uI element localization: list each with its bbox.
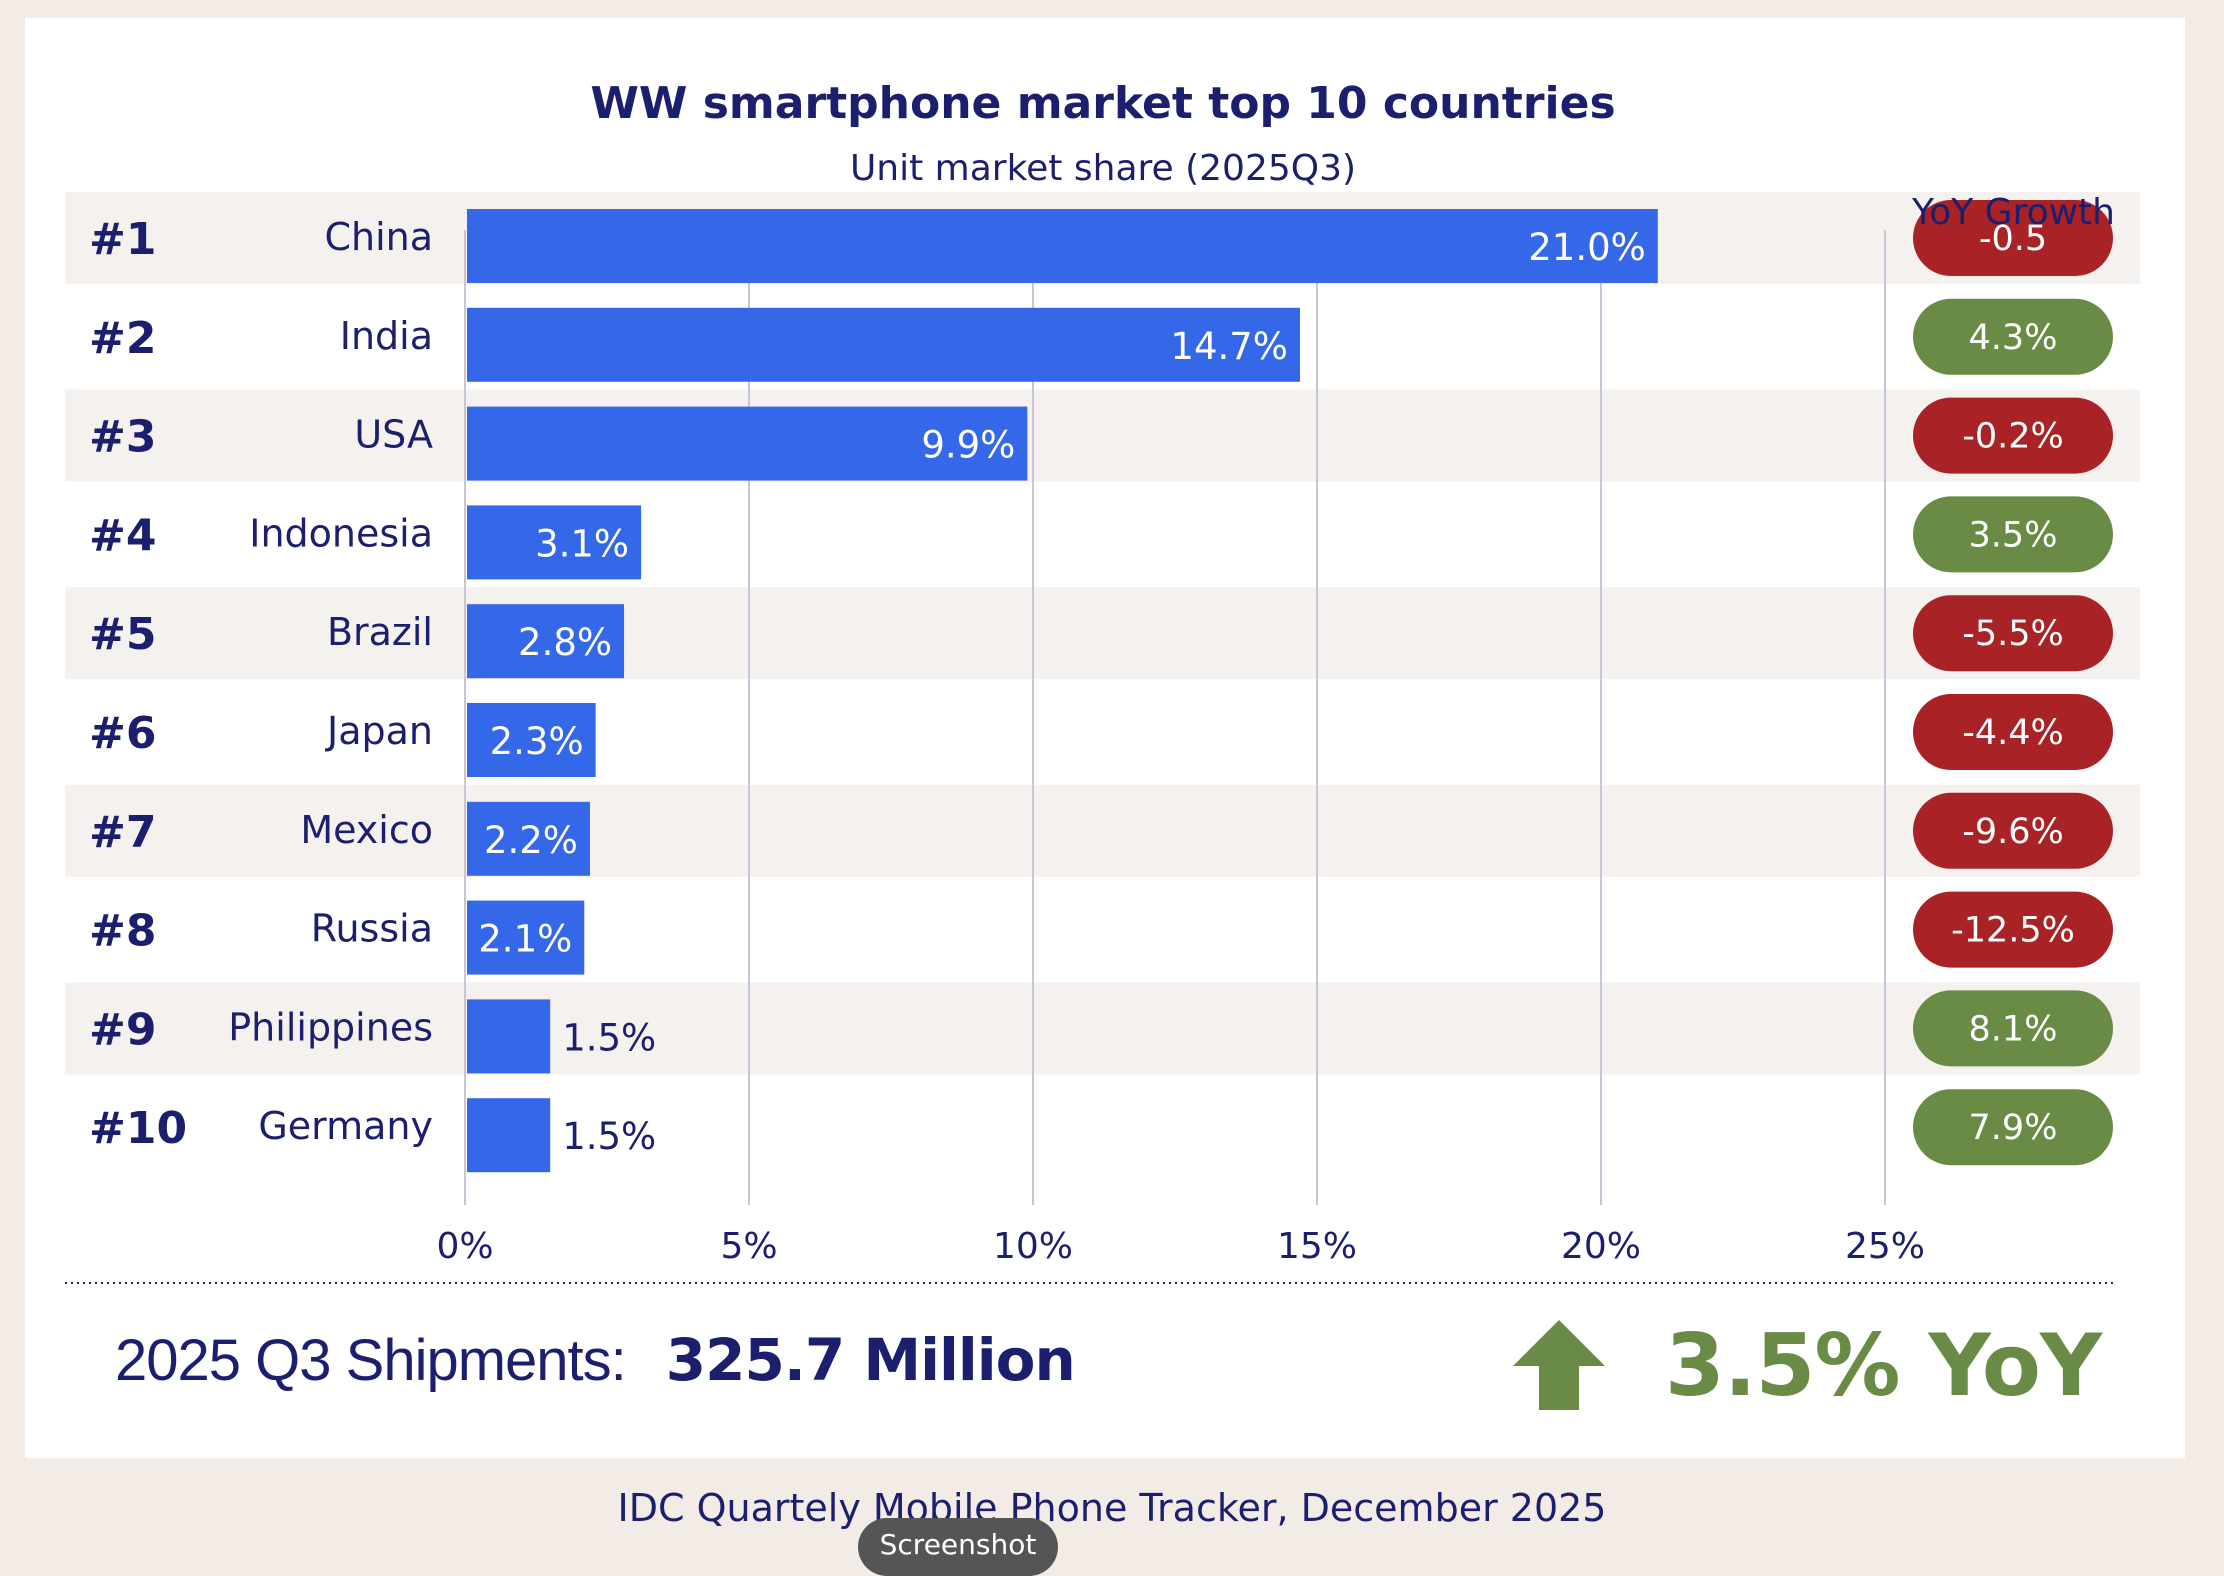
bar: [467, 1098, 551, 1173]
row-stripe: [65, 389, 2140, 482]
bar: [467, 703, 596, 777]
x-tick-label: 15%: [1277, 1226, 1357, 1267]
country-label: China: [324, 215, 433, 259]
bar: [467, 307, 1300, 382]
bar: [467, 505, 642, 580]
yoy-badge-label: -0.5: [1979, 219, 2047, 259]
bar-value-label: 3.1%: [535, 522, 629, 565]
yoy-badge: [1913, 792, 2113, 869]
country-label: Japan: [325, 709, 433, 753]
yoy-badge: [1913, 891, 2113, 968]
yoy-growth-header: YoY Growth: [1911, 192, 2115, 233]
shipments-summary: 2025 Q3 Shipments: 325.7 Million: [115, 1326, 1076, 1394]
bar: [467, 604, 625, 679]
yoy-badge-label: -9.6%: [1962, 812, 2064, 852]
bar-value-label: 9.9%: [921, 424, 1015, 467]
rank-label: #7: [89, 807, 156, 858]
rank-label: #9: [89, 1004, 156, 1055]
bar: [467, 209, 1658, 283]
bar-value-label: 21.0%: [1528, 226, 1646, 269]
rank-label: #1: [89, 214, 156, 265]
bar: [467, 900, 585, 975]
yoy-badge: [1913, 298, 2113, 375]
country-label: Brazil: [327, 610, 433, 654]
yoy-badge-label: -4.4%: [1962, 713, 2064, 753]
bar-value-label: 2.1%: [478, 918, 572, 961]
yoy-badge: [1913, 200, 2113, 276]
rank-label: #8: [89, 906, 156, 957]
yoy-badge-label: -12.5%: [1951, 911, 2075, 951]
row-stripe: [65, 784, 2140, 877]
yoy-badge: [1913, 397, 2113, 474]
screenshot-badge[interactable]: Screenshot: [858, 1518, 1058, 1576]
bar-value-label: 2.2%: [484, 819, 578, 862]
bar-value-label: 2.8%: [518, 621, 612, 664]
rank-label: #4: [89, 510, 156, 561]
country-label: Philippines: [228, 1005, 433, 1049]
rank-label: #3: [89, 412, 156, 463]
x-tick-label: 10%: [993, 1226, 1073, 1267]
rank-label: #5: [89, 609, 156, 660]
x-tick-label: 20%: [1561, 1226, 1641, 1267]
bar: [467, 999, 551, 1074]
arrow-up-icon: [1513, 1320, 1605, 1410]
bar-value-label: 2.3%: [490, 720, 584, 763]
yoy-badge: [1913, 694, 2113, 770]
chart-title: WW smartphone market top 10 countries: [590, 78, 1615, 129]
shipments-value: 325.7 Million: [665, 1326, 1076, 1394]
yoy-badge: [1913, 1089, 2113, 1166]
x-tick-label: 0%: [436, 1226, 493, 1267]
country-label: Russia: [311, 907, 433, 951]
bar: [467, 406, 1028, 481]
yoy-badge-label: 3.5%: [1969, 515, 2058, 555]
yoy-badge-label: -5.5%: [1962, 614, 2064, 654]
shipments-yoy: 3.5% YoY: [1665, 1316, 2102, 1416]
chart: 0% 5% 10% 15% 20% 25% #1 China 21.0% -0.5 #2 India 1…: [65, 78, 2140, 1284]
yoy-badge-label: -0.2%: [1962, 417, 2064, 457]
bar: [467, 801, 590, 876]
yoy-badge-label: 8.1%: [1969, 1009, 2058, 1049]
country-label: Germany: [258, 1104, 433, 1148]
yoy-badge: [1913, 496, 2113, 573]
x-tick-label: 25%: [1845, 1226, 1925, 1267]
chart-card: 0% 5% 10% 15% 20% 25% #1 China 21.0% -0.5 #2 India 1…: [25, 18, 2185, 1458]
shipments-label: 2025 Q3 Shipments:: [115, 1328, 627, 1393]
chart-subtitle: Unit market share (2025Q3): [850, 148, 1356, 189]
bar-value-label: 1.5%: [562, 1016, 656, 1059]
country-label: USA: [354, 413, 433, 457]
row-stripe: [65, 587, 2140, 680]
bar-value-label: 1.5%: [562, 1115, 656, 1158]
yoy-badge-label: 4.3%: [1969, 318, 2058, 358]
country-label: Indonesia: [249, 511, 433, 555]
x-tick-label: 5%: [720, 1226, 777, 1267]
rank-label: #2: [89, 313, 156, 364]
bar-value-label: 14.7%: [1170, 325, 1288, 368]
yoy-badge: [1913, 990, 2113, 1067]
rank-label: #6: [89, 708, 156, 759]
row-stripe: [65, 982, 2140, 1075]
country-label: India: [340, 314, 433, 358]
country-label: Mexico: [300, 808, 433, 852]
yoy-badge-label: 7.9%: [1969, 1108, 2058, 1148]
rank-label: #10: [89, 1103, 187, 1154]
yoy-badge: [1913, 595, 2113, 672]
source-note: IDC Quartely Mobile Phone Tracker, Decem…: [617, 1486, 1607, 1530]
